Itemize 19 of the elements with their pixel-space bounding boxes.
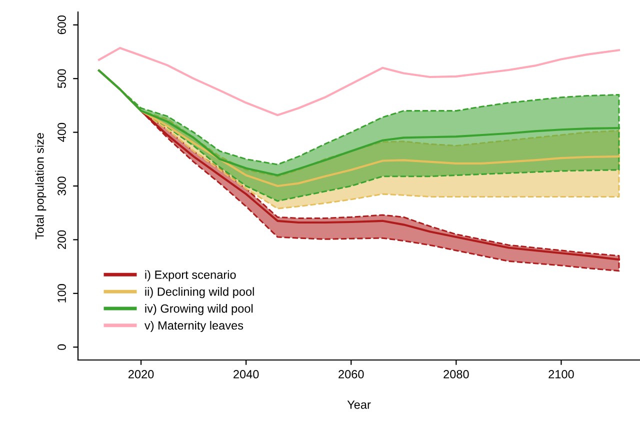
x-tick-label: 2080 [444,370,469,378]
y-tick-label: 300 [58,176,66,196]
y-tick-label: 200 [58,230,66,249]
x-tick-label: 2020 [128,370,154,378]
x-axis-title: Year [347,400,371,409]
y-tick-label: 500 [58,69,66,88]
legend-label: ii) Declining wild pool [145,287,254,298]
y-tick-label: 600 [58,16,66,34]
y-tick-label: 0 [58,344,66,350]
y-tick-label: 100 [58,284,66,302]
x-tick-label: 2060 [338,370,364,378]
line-series [98,46,620,116]
y-tick-label: 400 [58,122,66,142]
x-tick-label: 2040 [234,370,259,378]
x-tick-label: 2100 [548,370,574,378]
legend-label: v) Maternity leaves [144,320,244,332]
legend-label: iv) Growing wild pool [145,304,253,316]
y-axis-title: Total population size [35,133,46,240]
legend-label: i) Export scenario [145,270,236,282]
